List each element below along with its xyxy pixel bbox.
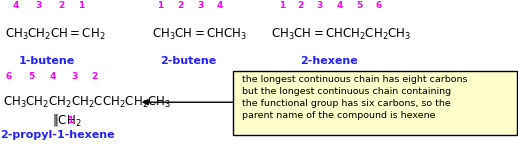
Text: 3: 3 xyxy=(36,1,42,10)
Text: 3: 3 xyxy=(71,72,77,81)
Text: 3: 3 xyxy=(197,1,204,10)
Text: 4: 4 xyxy=(336,1,342,10)
Text: $\mathregular{CH_3CH{=}CHCH_2CH_2CH_3}$: $\mathregular{CH_3CH{=}CHCH_2CH_2CH_3}$ xyxy=(271,27,412,42)
Text: 2: 2 xyxy=(177,1,183,10)
Text: 6: 6 xyxy=(6,72,12,81)
Text: 5: 5 xyxy=(356,1,362,10)
Text: 2: 2 xyxy=(58,1,64,10)
Text: 2: 2 xyxy=(297,1,304,10)
Text: the longest continuous chain has eight carbons
but the longest continuous chain : the longest continuous chain has eight c… xyxy=(242,75,467,120)
Text: $\mathregular{CH_3CH{=}CHCH_3}$: $\mathregular{CH_3CH{=}CHCH_3}$ xyxy=(152,27,247,42)
Text: 2-butene: 2-butene xyxy=(160,56,216,66)
Text: 4: 4 xyxy=(217,1,223,10)
Text: 1: 1 xyxy=(67,116,73,125)
Text: 4: 4 xyxy=(12,1,19,10)
Text: $\mathregular{\|}$$\mathregular{CH_2}$: $\mathregular{\|}$$\mathregular{CH_2}$ xyxy=(52,112,81,128)
Text: 1: 1 xyxy=(78,1,84,10)
Text: 6: 6 xyxy=(375,1,381,10)
Text: 3: 3 xyxy=(316,1,323,10)
Text: 2: 2 xyxy=(92,72,98,81)
Text: 5: 5 xyxy=(28,72,34,81)
Text: 1: 1 xyxy=(279,1,285,10)
Text: 4: 4 xyxy=(50,72,56,81)
Text: 1-butene: 1-butene xyxy=(19,56,75,66)
Text: 2-propyl-1-hexene: 2-propyl-1-hexene xyxy=(0,130,114,140)
Text: $\mathregular{CH_3CH_2CH_2CH_2CCH_2CH_2CH_3}$: $\mathregular{CH_3CH_2CH_2CH_2CCH_2CH_2C… xyxy=(3,95,171,110)
FancyBboxPatch shape xyxy=(233,71,517,135)
Text: $\mathregular{CH_3CH_2CH{=}CH_2}$: $\mathregular{CH_3CH_2CH{=}CH_2}$ xyxy=(5,27,106,42)
Text: 2-hexene: 2-hexene xyxy=(300,56,358,66)
Text: 1: 1 xyxy=(157,1,164,10)
